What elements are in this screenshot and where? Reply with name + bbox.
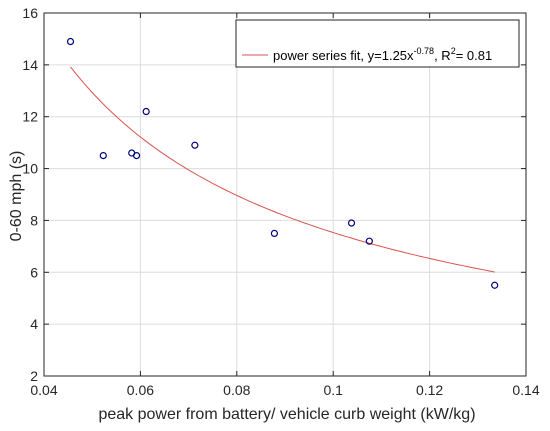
- data-point: [99, 152, 107, 160]
- data-point: [132, 152, 141, 160]
- x-tick-label: 0.06: [127, 382, 154, 398]
- data-point: [191, 141, 199, 149]
- data-points: [66, 37, 499, 289]
- legend-box: [235, 19, 520, 68]
- y-tick-label: 12: [22, 109, 38, 125]
- y-tick-label: 10: [22, 161, 38, 177]
- y-axis-label: 0-60 mph (s): [8, 151, 25, 242]
- legend: power series fit, y=1.25x-0.78, R2= 0.81: [235, 19, 520, 68]
- legend-fit-exponent: -0.78: [414, 46, 435, 56]
- data-point: [347, 219, 356, 227]
- legend-fit-prefix: power series fit, y=1.25x: [273, 48, 414, 63]
- legend-fit-suffix: = 0.81: [456, 48, 493, 63]
- x-tick-label: 0.14: [512, 382, 539, 398]
- y-tick-label: 16: [22, 5, 38, 21]
- x-tick-label: 0.1: [323, 382, 343, 398]
- legend-fit-middle: , R: [434, 48, 451, 63]
- plot-area-frame: [43, 12, 527, 377]
- axis-ticks: [43, 12, 527, 377]
- legend-fit-label: power series fit, y=1.25x-0.78, R2= 0.81: [273, 46, 492, 63]
- y-tick-label: 6: [30, 264, 38, 280]
- y-tick-label: 14: [22, 57, 38, 73]
- tick-labels: 0.04 0.06 0.08 0.1 0.12 0.14 2 4 6 8 10 12 14 16: [22, 5, 539, 398]
- x-tick-label: 0.04: [30, 382, 57, 398]
- x-tick-label: 0.12: [416, 382, 443, 398]
- legend-r-exponent: 2: [451, 46, 456, 56]
- y-tick-label: 2: [30, 368, 38, 384]
- power-series-fit-curve: [70, 66, 495, 273]
- data-point: [365, 237, 373, 245]
- y-tick-label: 4: [30, 316, 38, 332]
- data-point: [270, 229, 278, 237]
- x-axis-label: peak power from battery/ vehicle curb we…: [98, 406, 475, 423]
- data-point: [66, 37, 75, 46]
- data-point: [142, 107, 150, 116]
- y-tick-label: 8: [30, 212, 38, 228]
- data-point: [491, 281, 499, 289]
- x-tick-label: 0.08: [223, 382, 250, 398]
